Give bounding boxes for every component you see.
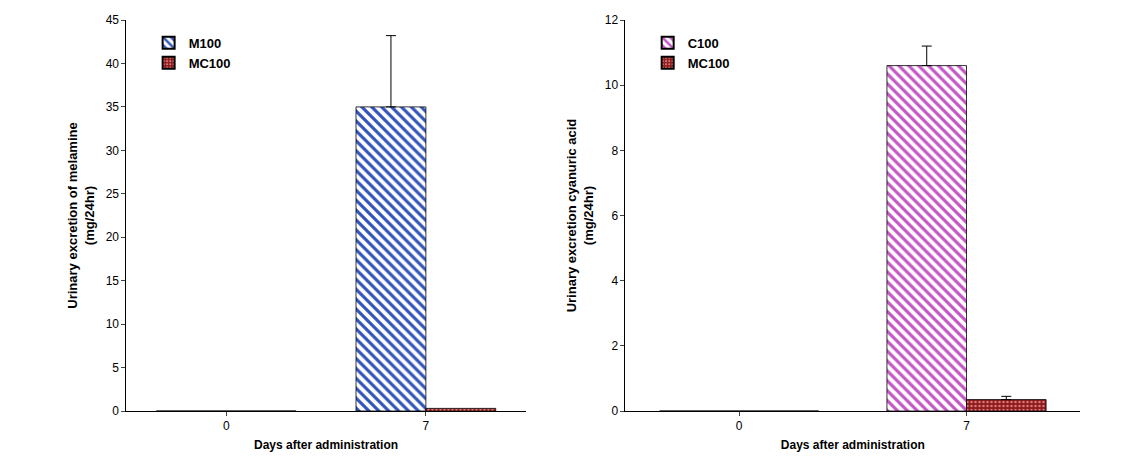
svg-text:7: 7: [963, 419, 970, 433]
svg-text:0: 0: [112, 404, 119, 418]
svg-text:30: 30: [106, 144, 120, 158]
svg-text:40: 40: [106, 57, 120, 71]
svg-text:0: 0: [223, 419, 230, 433]
svg-text:Days after administration: Days after administration: [781, 438, 925, 452]
svg-text:0: 0: [736, 419, 743, 433]
svg-text:0: 0: [611, 404, 618, 418]
svg-text:20: 20: [106, 230, 120, 244]
svg-text:MC100: MC100: [189, 56, 231, 71]
svg-text:10: 10: [106, 317, 120, 331]
svg-text:Urinary excretion cyanuric aci: Urinary excretion cyanuric acid(mg/24hr): [564, 119, 596, 313]
svg-text:Days after administration: Days after administration: [254, 438, 398, 452]
svg-text:25: 25: [106, 187, 120, 201]
svg-text:6: 6: [611, 209, 618, 223]
svg-text:2: 2: [611, 339, 618, 353]
svg-text:5: 5: [112, 361, 119, 375]
svg-text:10: 10: [605, 78, 619, 92]
svg-text:12: 12: [605, 13, 619, 27]
svg-text:4: 4: [611, 274, 618, 288]
svg-text:Urinary excretion of melamine(: Urinary excretion of melamine(mg/24hr): [65, 122, 97, 308]
svg-text:8: 8: [611, 144, 618, 158]
svg-text:M100: M100: [189, 36, 222, 51]
svg-text:45: 45: [106, 13, 120, 27]
svg-text:MC100: MC100: [688, 56, 730, 71]
svg-text:35: 35: [106, 100, 120, 114]
svg-text:15: 15: [106, 274, 120, 288]
svg-text:C100: C100: [688, 36, 719, 51]
svg-text:7: 7: [423, 419, 430, 433]
